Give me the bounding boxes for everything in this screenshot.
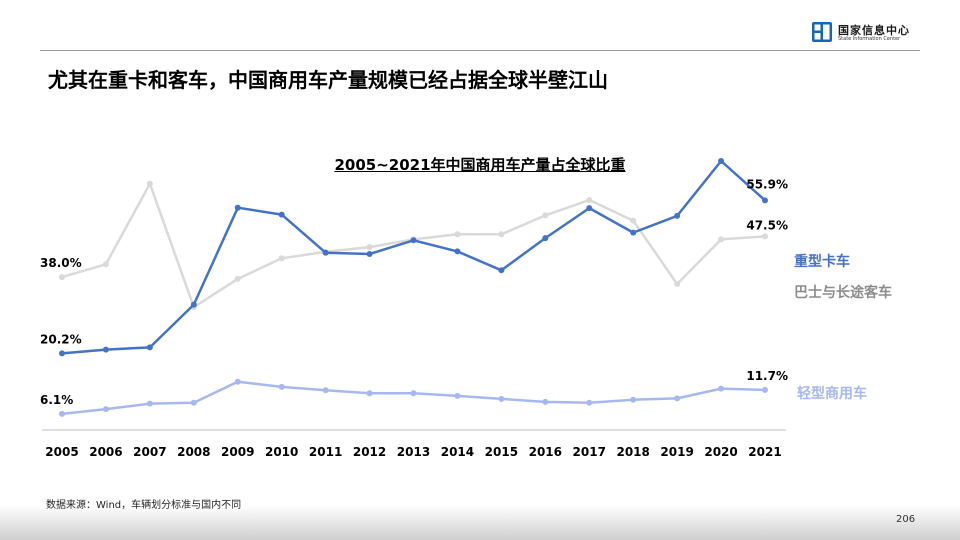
x-tick-label-2017: 2017	[573, 445, 606, 459]
legend-heavy-trucks: 重型卡车	[794, 253, 850, 270]
legend-light-commercial: 轻型商用车	[797, 385, 867, 402]
data-point-0-2005	[59, 350, 65, 357]
logo: 国家信息中心 State Information Center	[812, 20, 952, 46]
x-tick-label-2010: 2010	[265, 445, 298, 459]
data-point-2-2019	[674, 395, 681, 402]
data-point-0-2018	[630, 229, 637, 236]
data-point-2-2008	[190, 399, 197, 406]
data-point-2-2021	[762, 386, 768, 393]
data-point-2-2012	[366, 390, 373, 397]
x-tick-label-2006: 2006	[89, 445, 122, 459]
x-tick-label-2007: 2007	[133, 445, 166, 459]
data-point-1-2019	[674, 281, 681, 287]
data-label-heavy-2021: 55.9%	[746, 177, 788, 191]
data-point-1-2015	[498, 231, 505, 238]
logo-name: 国家信息中心	[838, 24, 910, 37]
data-point-2-2017	[586, 399, 593, 406]
x-tick-label-2013: 2013	[397, 445, 430, 459]
data-point-1-2021	[762, 233, 768, 240]
data-point-1-2007	[146, 180, 153, 187]
logo-subtitle: State Information Center	[838, 36, 901, 42]
data-point-0-2021	[762, 197, 768, 204]
footer-bar	[0, 505, 960, 540]
x-tick-label-2014: 2014	[441, 445, 474, 459]
data-point-1-2005	[59, 274, 65, 281]
data-point-0-2019	[674, 212, 681, 219]
x-tick-label-2011: 2011	[309, 445, 342, 459]
data-label-bus-2021: 47.5%	[746, 218, 788, 232]
x-tick-label-2012: 2012	[353, 445, 386, 459]
data-label-light-2021: 11.7%	[746, 369, 788, 383]
data-point-1-2018	[630, 217, 637, 224]
data-point-1-2006	[102, 261, 109, 268]
data-point-1-2010	[278, 255, 285, 262]
data-point-2-2007	[146, 400, 153, 407]
data-point-0-2013	[410, 237, 417, 244]
x-tick-label-2015: 2015	[485, 445, 518, 459]
data-point-0-2010	[278, 211, 285, 218]
data-point-2-2020	[718, 385, 725, 392]
data-label-light-2005: 6.1%	[40, 393, 73, 407]
data-point-1-2020	[718, 236, 725, 243]
state-information-center-logo-icon	[812, 22, 832, 42]
header-divider	[40, 50, 920, 51]
data-point-2-2018	[630, 396, 637, 403]
chart-title-row: 2005~2021年中国商用车产量占全球比重	[0, 154, 960, 175]
data-point-0-2011	[322, 249, 329, 256]
data-point-0-2009	[234, 204, 241, 211]
data-point-2-2013	[410, 390, 417, 397]
page-number: 206	[896, 514, 916, 525]
data-point-0-2008	[190, 301, 197, 308]
data-point-0-2020	[718, 158, 725, 164]
x-tick-label-2021: 2021	[748, 445, 781, 459]
series-line-1	[61, 182, 766, 309]
chart-title: 2005~2021年中国商用车产量占全球比重	[334, 156, 626, 174]
data-point-2-2005	[59, 410, 65, 417]
series-line-2	[61, 380, 766, 416]
data-point-2-2015	[498, 395, 505, 402]
data-point-2-2009	[234, 378, 241, 385]
page-title: 尤其在重卡和客车，中国商用车产量规模已经占据全球半壁江山	[48, 68, 608, 92]
data-point-1-2016	[542, 212, 549, 219]
data-point-0-2016	[542, 235, 549, 242]
data-point-2-2014	[454, 392, 461, 399]
data-point-1-2009	[234, 275, 241, 282]
data-point-0-2007	[146, 344, 153, 351]
data-point-1-2012	[366, 244, 373, 251]
x-tick-label-2020: 2020	[704, 445, 737, 459]
x-tick-label-2009: 2009	[221, 445, 254, 459]
data-point-0-2015	[498, 267, 505, 274]
data-point-1-2014	[454, 231, 461, 238]
legend-buses-coaches: 巴士与长途客车	[794, 284, 892, 301]
x-tick-label-2016: 2016	[529, 445, 562, 459]
data-point-0-2006	[102, 346, 109, 353]
data-point-0-2017	[586, 205, 593, 212]
x-tick-label-2008: 2008	[177, 445, 210, 459]
data-point-2-2016	[542, 398, 549, 405]
data-point-0-2014	[454, 248, 461, 255]
x-tick-label-2018: 2018	[616, 445, 649, 459]
data-point-2-2010	[278, 383, 285, 390]
x-tick-label-2005: 2005	[45, 445, 78, 459]
data-point-2-2011	[322, 387, 329, 394]
data-point-2-2006	[102, 406, 109, 413]
data-point-1-2017	[586, 197, 593, 203]
data-label-heavy-2005: 20.2%	[40, 332, 82, 346]
data-point-0-2012	[366, 251, 373, 257]
x-tick-label-2019: 2019	[660, 445, 693, 459]
data-label-bus-2005: 38.0%	[40, 256, 82, 270]
